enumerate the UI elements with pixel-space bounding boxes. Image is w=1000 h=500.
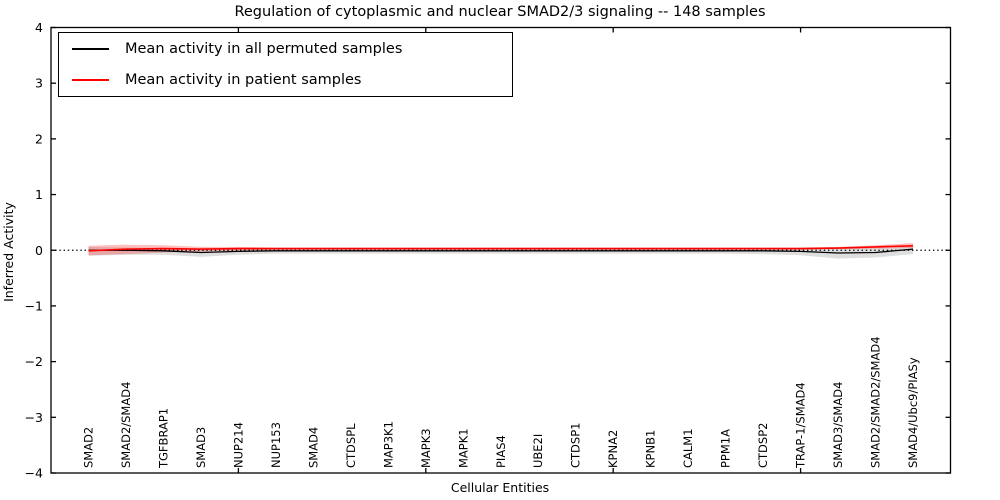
- legend-label-patient: Mean activity in patient samples: [125, 71, 362, 88]
- category-label: PPM1A: [719, 429, 733, 468]
- x-axis-label: Cellular Entities: [451, 480, 549, 495]
- category-label: TRAP-1/SMAD4: [794, 382, 808, 469]
- category-label: SMAD3: [194, 427, 208, 468]
- category-label: SMAD2/SMAD4: [119, 382, 133, 468]
- category-label: KPNA2: [606, 430, 620, 468]
- y-tick-label: −1: [25, 298, 43, 313]
- y-tick-label: 2: [35, 131, 43, 146]
- category-label: SMAD2/SMAD2/SMAD4: [869, 336, 883, 468]
- category-label: KPNB1: [644, 430, 658, 468]
- category-label: TGFBRAP1: [156, 408, 170, 469]
- category-label: MAPK3: [419, 428, 433, 468]
- legend-line-permuted-icon: [72, 48, 109, 51]
- legend-line-patient-icon: [72, 78, 109, 81]
- y-tick-label: 4: [35, 20, 43, 35]
- y-tick-label: −4: [25, 466, 43, 481]
- series-line-permuted: [88, 248, 914, 254]
- category-label: NUP214: [231, 422, 245, 468]
- chart-title: Regulation of cytoplasmic and nuclear SM…: [234, 4, 765, 20]
- series-line-patient: [88, 244, 914, 252]
- category-label: NUP153: [269, 422, 283, 468]
- category-label: CTDSP1: [569, 423, 583, 468]
- y-axis-label: Inferred Activity: [1, 201, 16, 301]
- category-label: SMAD2: [81, 427, 95, 468]
- category-label: MAP3K1: [381, 421, 395, 468]
- category-label: SMAD4/Ubc9/PIASy: [906, 357, 920, 468]
- category-label: UBE2I: [531, 434, 545, 468]
- category-label: SMAD4: [306, 427, 320, 468]
- y-tick-label: −2: [25, 354, 43, 369]
- category-label: MAPK1: [456, 428, 470, 468]
- legend-label-permuted: Mean activity in all permuted samples: [125, 41, 403, 58]
- legend-item-patient: Mean activity in patient samples: [59, 66, 512, 94]
- y-tick-label: 1: [35, 187, 43, 202]
- y-tick-label: −3: [25, 410, 43, 425]
- category-label: CALM1: [681, 428, 695, 468]
- y-tick-label: 3: [35, 76, 43, 91]
- category-label: CTDSPL: [344, 423, 358, 468]
- y-tick-label: 0: [35, 243, 43, 258]
- legend-item-permuted: Mean activity in all permuted samples: [59, 35, 512, 63]
- category-label: SMAD3/SMAD4: [831, 382, 845, 468]
- legend: Mean activity in all permuted samples Me…: [58, 32, 513, 97]
- category-label: PIAS4: [494, 435, 508, 468]
- category-label: CTDSP2: [756, 423, 770, 468]
